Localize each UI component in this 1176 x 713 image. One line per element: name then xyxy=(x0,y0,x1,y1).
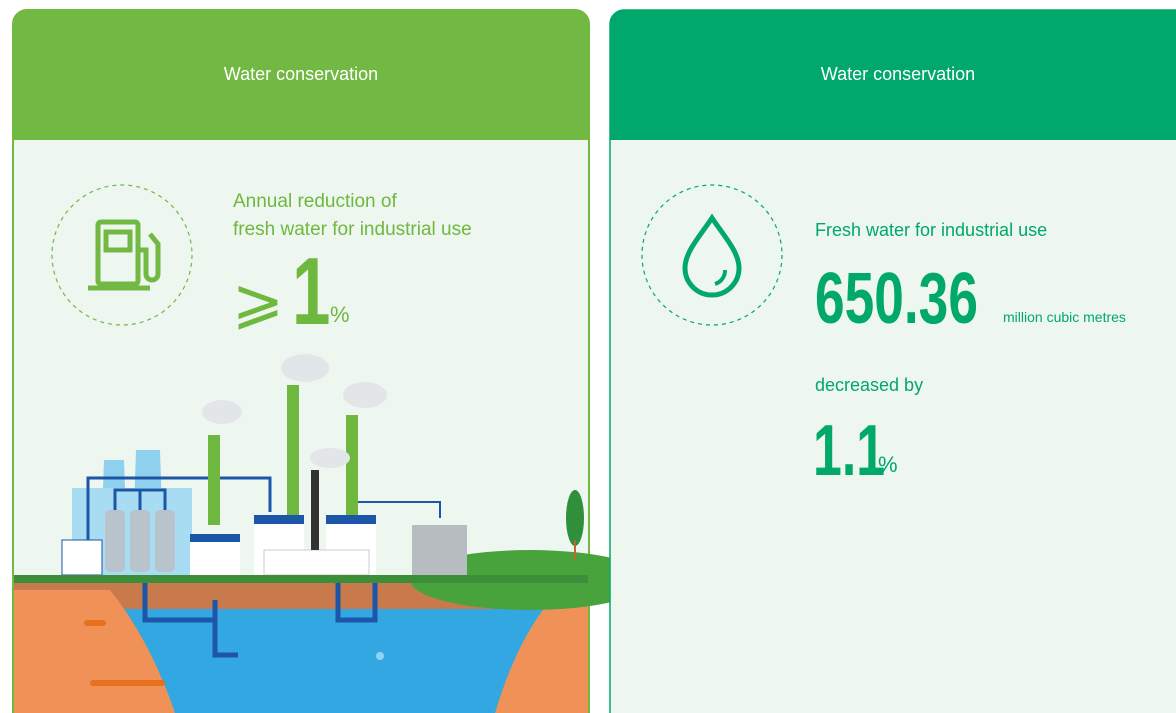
value: 1 xyxy=(292,237,330,345)
change-label: decreased by xyxy=(815,375,923,395)
card-header-text: Water conservation xyxy=(821,64,975,84)
card-1: Water conservation Annual reduction of f… xyxy=(13,10,650,713)
symbol: ⩾ xyxy=(232,267,284,336)
label-line: fresh water for industrial use xyxy=(233,219,472,240)
page: Water conservation Annual reduction of f… xyxy=(0,0,1176,713)
unit: % xyxy=(330,302,350,327)
change-unit: % xyxy=(878,452,898,477)
unit: million cubic metres xyxy=(1003,309,1126,325)
value: 650.36 xyxy=(815,259,978,339)
infographic: Water conservation Annual reduction of f… xyxy=(0,0,1176,713)
card-header-text: Water conservation xyxy=(224,64,378,84)
card-2: Water conservation Fresh water for indus… xyxy=(610,10,1176,713)
label: Fresh water for industrial use xyxy=(815,220,1047,240)
label-line: Annual reduction of xyxy=(233,191,397,212)
change-value: 1.1 xyxy=(813,411,885,491)
